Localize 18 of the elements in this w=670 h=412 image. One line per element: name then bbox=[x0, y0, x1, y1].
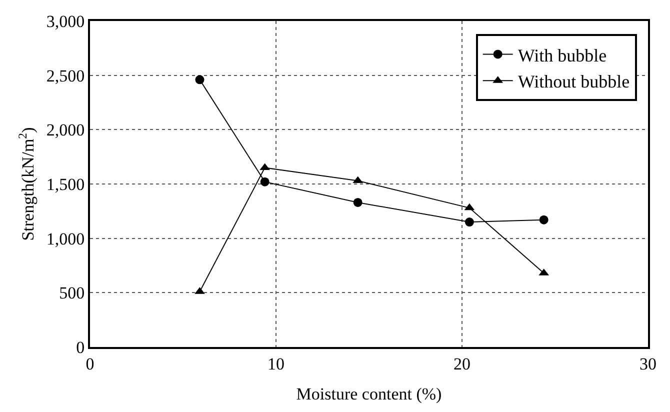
y-tick-label: 1,000 bbox=[46, 229, 85, 248]
x-tick-label: 30 bbox=[640, 354, 656, 374]
x-tick-label: 10 bbox=[268, 354, 284, 374]
y-tick-label: 2,000 bbox=[46, 120, 85, 140]
point bbox=[539, 215, 548, 224]
y-tick-label: 3,000 bbox=[46, 12, 85, 31]
point bbox=[260, 177, 270, 186]
point bbox=[195, 75, 204, 84]
legend-label: Without bubble bbox=[518, 72, 630, 92]
legend-label: With bubble bbox=[518, 45, 607, 66]
y-tick-label: 1,500 bbox=[46, 174, 85, 194]
y-tick-label: 0 bbox=[76, 338, 85, 357]
x-axis-title: Moisture content (%) bbox=[296, 384, 442, 404]
point bbox=[464, 218, 474, 227]
y-tick-label: 2,500 bbox=[46, 66, 85, 86]
x-tick-label: 20 bbox=[454, 354, 470, 374]
point bbox=[353, 198, 362, 207]
y-tick-label: 500 bbox=[59, 284, 85, 303]
